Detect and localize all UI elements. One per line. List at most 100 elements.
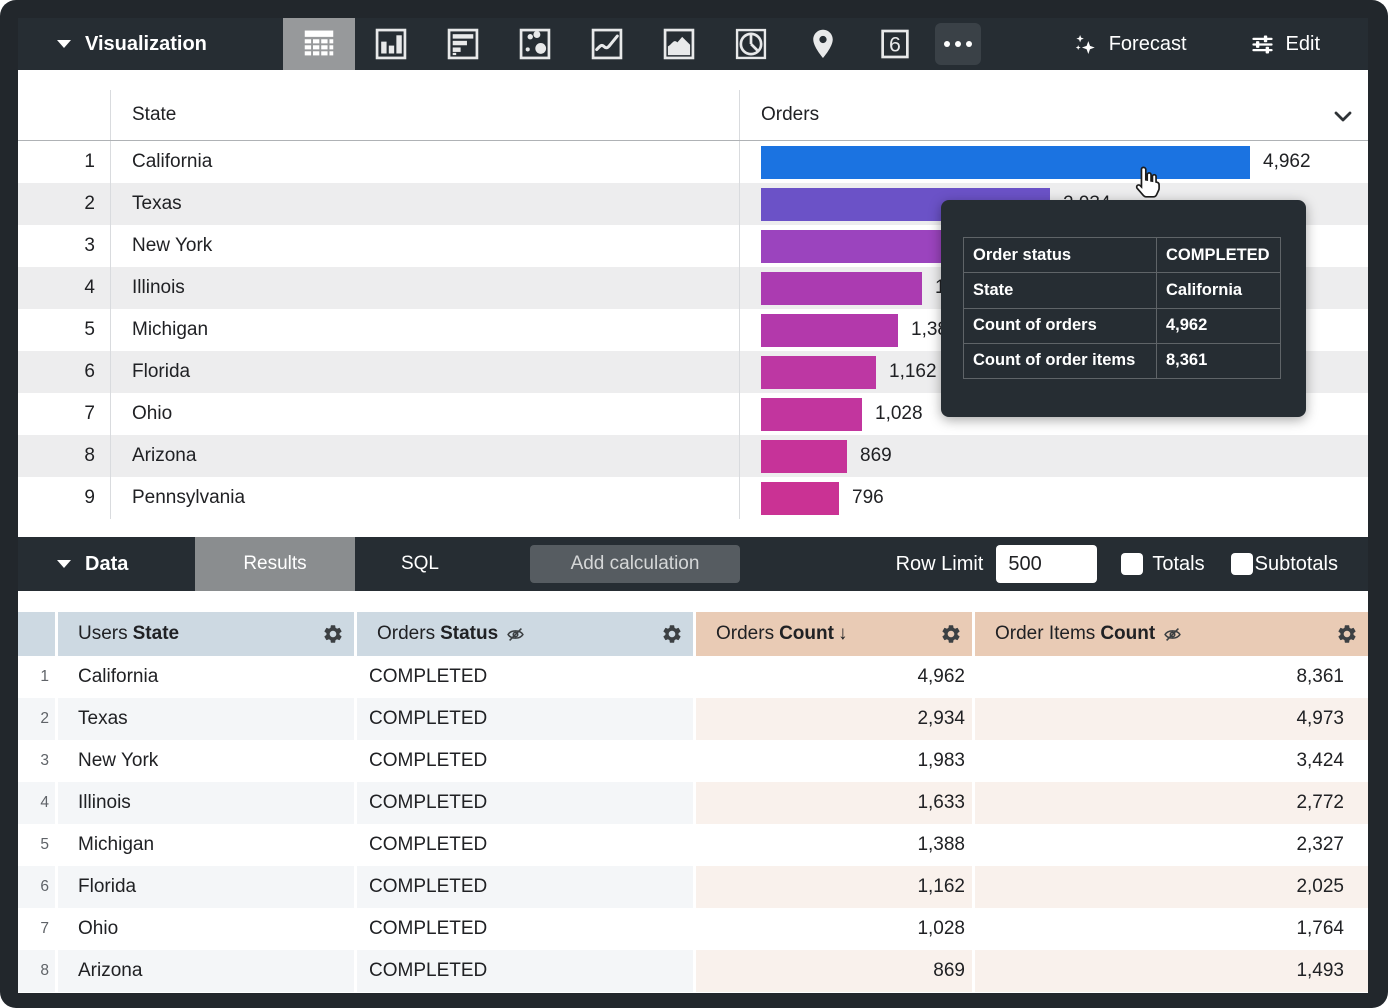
forecast-button[interactable]: Forecast xyxy=(1072,18,1187,70)
gear-icon[interactable] xyxy=(322,623,344,645)
orders-status-cell: COMPLETED xyxy=(357,740,693,782)
orders-count-cell: 1,028 xyxy=(696,908,972,950)
bar-value-label: 1,028 xyxy=(875,403,923,424)
chevron-down-icon[interactable] xyxy=(1330,104,1356,130)
row-number: 1 xyxy=(84,151,95,172)
state-cell: Pennsylvania xyxy=(110,477,739,519)
data-table-header: Users State Orders Status Orders Count ↓ Or… xyxy=(18,612,1368,656)
data-table-rows: 1 California COMPLETED 4,962 8,361 2 Tex… xyxy=(18,656,1368,992)
scatter-chart-icon xyxy=(519,28,551,60)
viz-table-row: 7 Ohio 1,028 xyxy=(18,393,1368,435)
gear-icon[interactable] xyxy=(1336,623,1358,645)
tab-results[interactable]: Results xyxy=(195,537,355,591)
state-cell: Texas xyxy=(110,183,739,225)
bar-value-label: 869 xyxy=(860,445,892,466)
row-number: 4 xyxy=(18,782,55,824)
hidden-eye-icon xyxy=(1163,625,1182,644)
orders-count-cell: 1,388 xyxy=(696,824,972,866)
state-cell: Arizona xyxy=(110,435,739,477)
order-count-bar[interactable] xyxy=(761,313,898,347)
totals-label: Totals xyxy=(1152,552,1205,575)
order-count-bar[interactable] xyxy=(761,481,839,515)
bar-chart-icon xyxy=(447,28,479,60)
tooltip-value: 4,962 xyxy=(1156,308,1280,343)
row-number: 3 xyxy=(84,235,95,256)
order-count-bar[interactable] xyxy=(761,397,862,431)
row-number: 7 xyxy=(18,908,55,950)
viz-column-header-orders[interactable]: Orders xyxy=(739,90,1368,140)
tooltip-label: Order status xyxy=(973,245,1072,264)
tooltip-value: 8,361 xyxy=(1156,343,1280,378)
subtotals-checkbox[interactable] xyxy=(1230,553,1253,575)
row-number: 2 xyxy=(18,698,55,740)
tune-sliders-icon xyxy=(1251,35,1273,53)
viz-table-row: 9 Pennsylvania 796 xyxy=(18,477,1368,519)
order-count-bar[interactable] xyxy=(761,145,1250,179)
viz-type-pie-chart-button[interactable] xyxy=(715,18,787,70)
more-ellipsis-icon xyxy=(944,41,950,47)
row-number: 3 xyxy=(18,740,55,782)
orders-status-cell: COMPLETED xyxy=(357,824,693,866)
row-limit-input[interactable] xyxy=(996,545,1098,583)
viz-type-scatter-chart-button[interactable] xyxy=(499,18,571,70)
totals-toggle[interactable]: Totals xyxy=(1121,537,1205,591)
edit-button[interactable]: Edit xyxy=(1249,18,1320,70)
data-table-row: 7 Ohio COMPLETED 1,028 1,764 xyxy=(18,908,1368,950)
viz-type-switcher: 6 xyxy=(283,18,981,70)
column-header-status[interactable]: Orders Status xyxy=(357,612,693,656)
order-count-bar[interactable] xyxy=(761,229,956,263)
column-view-name: Users xyxy=(78,623,128,644)
users-state-cell: Michigan xyxy=(58,824,354,866)
tooltip-value: California xyxy=(1156,273,1280,308)
data-panel-toggle[interactable]: Data xyxy=(18,537,195,591)
viz-type-table-button[interactable] xyxy=(283,18,355,70)
line-chart-icon xyxy=(591,28,623,60)
order-count-bar[interactable] xyxy=(761,271,922,305)
row-number: 2 xyxy=(84,193,95,214)
gear-icon[interactable] xyxy=(661,623,683,645)
viz-type-map-button[interactable] xyxy=(787,18,859,70)
viz-type-column-chart-button[interactable] xyxy=(355,18,427,70)
viz-type-line-chart-button[interactable] xyxy=(571,18,643,70)
more-viz-types-button[interactable] xyxy=(935,23,981,65)
viz-type-area-chart-button[interactable] xyxy=(643,18,715,70)
tab-sql[interactable]: SQL xyxy=(400,553,440,574)
order-count-bar[interactable] xyxy=(761,439,847,473)
subtotals-toggle[interactable]: Subtotals xyxy=(1230,537,1338,591)
viz-type-bar-chart-button[interactable] xyxy=(427,18,499,70)
column-header-count[interactable]: Order Items Count xyxy=(975,612,1368,656)
tooltip-label: Count of order items xyxy=(973,351,1136,370)
row-number: 6 xyxy=(18,866,55,908)
order-items-count-cell: 4,973 xyxy=(975,698,1368,740)
gear-icon[interactable] xyxy=(940,623,962,645)
orders-status-cell: COMPLETED xyxy=(357,950,693,992)
viz-column-header-state[interactable]: State xyxy=(110,90,739,140)
orders-status-cell: COMPLETED xyxy=(357,782,693,824)
bar-value-label: 1,162 xyxy=(889,361,937,382)
data-title: Data xyxy=(85,552,129,575)
column-field-name: Count xyxy=(1100,623,1156,644)
row-number: 9 xyxy=(84,487,95,508)
state-cell: Ohio xyxy=(110,393,739,435)
viz-type-single-value-button[interactable]: 6 xyxy=(859,18,931,70)
orders-status-cell: COMPLETED xyxy=(357,908,693,950)
tooltip-label: Count of orders xyxy=(973,316,1097,335)
app-content: Visualization xyxy=(18,18,1368,993)
pie-chart-icon xyxy=(735,28,767,60)
order-items-count-cell: 2,327 xyxy=(975,824,1368,866)
sort-descending-indicator: ↓ xyxy=(837,623,848,644)
visualization-panel-toggle[interactable]: Visualization xyxy=(18,18,283,70)
row-number: 1 xyxy=(18,656,55,698)
data-table-row: 8 Arizona COMPLETED 869 1,493 xyxy=(18,950,1368,992)
column-header-state[interactable]: Users State xyxy=(58,612,354,656)
totals-checkbox[interactable] xyxy=(1121,553,1144,575)
viz-table-header: State Orders xyxy=(18,90,1368,141)
order-count-bar[interactable] xyxy=(761,355,876,389)
add-calculation-button[interactable]: Add calculation xyxy=(530,545,740,583)
data-table-row: 1 California COMPLETED 4,962 8,361 xyxy=(18,656,1368,698)
data-table-row: 4 Illinois COMPLETED 1,633 2,772 xyxy=(18,782,1368,824)
state-cell: California xyxy=(110,141,739,183)
column-header-count[interactable]: Orders Count ↓ xyxy=(696,612,972,656)
orders-count-cell: 1,983 xyxy=(696,740,972,782)
row-number: 5 xyxy=(84,319,95,340)
